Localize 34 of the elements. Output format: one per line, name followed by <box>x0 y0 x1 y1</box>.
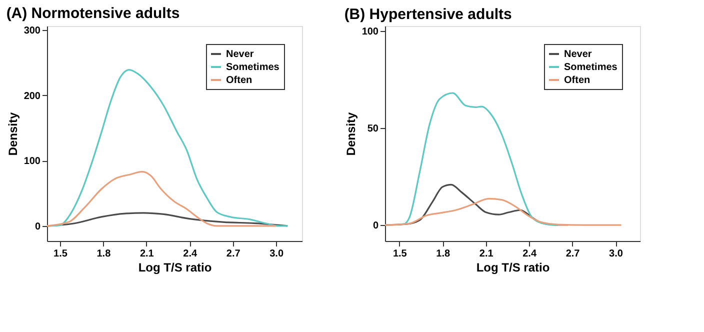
y-axis-title: Density <box>344 112 358 156</box>
chart-title: (A) Normotensive adults <box>6 4 180 22</box>
legend-label: Often <box>226 75 252 86</box>
x-axis-title: Log T/S ratio <box>476 260 550 274</box>
line-series <box>384 198 622 226</box>
x-tick-label: 2.1 <box>479 248 494 260</box>
y-axis-title: Density <box>6 112 20 156</box>
x-tick-label: 1.5 <box>54 248 68 260</box>
chart-title: (B) Hypertensive adults <box>344 6 512 23</box>
line-series <box>46 170 277 227</box>
legend-label: Never <box>564 49 592 60</box>
x-tick-label: 3.0 <box>270 248 284 260</box>
y-tick-label: 100 <box>24 156 41 168</box>
y-tick-label: 0 <box>372 220 379 232</box>
legend-label: Often <box>564 75 590 86</box>
y-tick-label: 100 <box>362 26 379 38</box>
legend-label: Never <box>226 49 254 60</box>
legend-label: Sometimes <box>564 62 618 73</box>
x-tick-label: 1.8 <box>436 248 451 260</box>
x-tick-label: 1.5 <box>392 248 408 260</box>
y-tick-label: 200 <box>24 90 41 102</box>
legend-label: Sometimes <box>226 62 280 73</box>
line-series <box>46 68 288 227</box>
x-tick-label: 2.4 <box>183 248 198 260</box>
x-tick-label: 2.7 <box>226 248 241 260</box>
y-tick-label: 300 <box>24 25 41 36</box>
x-tick-label: 2.1 <box>140 248 154 260</box>
x-axis-title: Log T/S ratio <box>138 260 212 274</box>
y-tick-label: 0 <box>34 221 41 232</box>
x-tick-label: 2.4 <box>522 248 537 260</box>
x-tick-label: 3.0 <box>609 248 624 260</box>
y-tick-label: 50 <box>367 123 379 134</box>
x-tick-label: 2.7 <box>566 248 580 260</box>
x-tick-label: 1.8 <box>96 248 112 260</box>
